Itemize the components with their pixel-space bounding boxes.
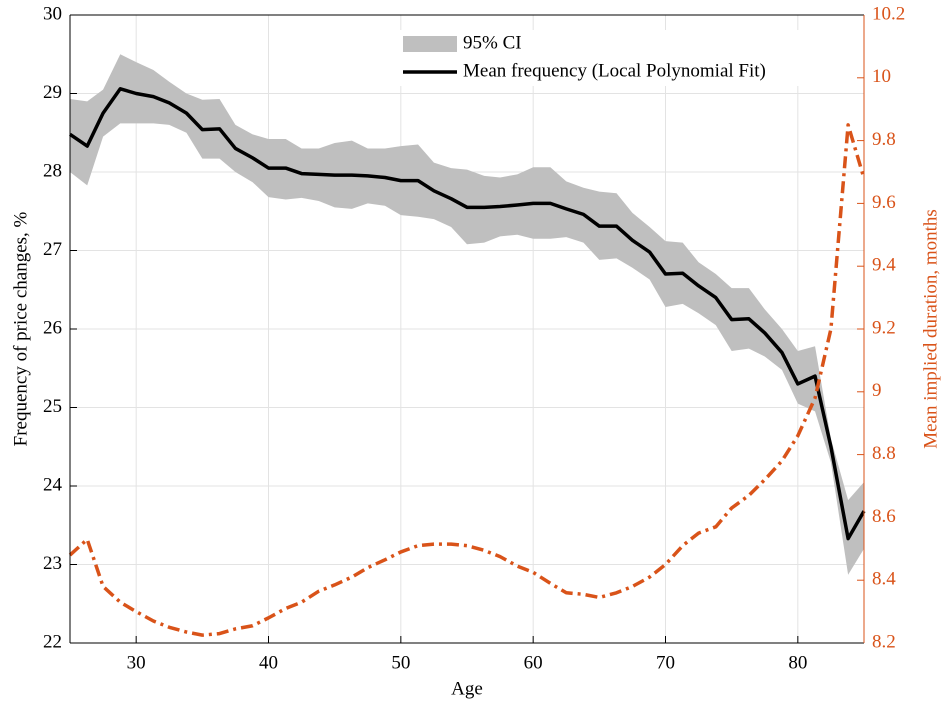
legend-box: [397, 30, 809, 86]
y2-tick-label: 10: [872, 66, 891, 87]
y-tick-label: 27: [43, 239, 62, 260]
y-tick-label: 25: [43, 396, 62, 417]
y-tick-label: 28: [43, 160, 62, 181]
y-tick-label: 24: [43, 474, 63, 495]
y2-tick-label: 9.2: [872, 317, 896, 338]
x-tick-label: 80: [788, 652, 807, 673]
y-tick-label: 26: [43, 317, 62, 338]
y2-tick-label: 8.4: [872, 569, 896, 590]
y2-tick-label: 9.8: [872, 129, 896, 150]
y-tick-label: 23: [43, 553, 62, 574]
y2-tick-label: 9.6: [872, 192, 896, 213]
legend-swatch: [403, 36, 457, 52]
x-axis-label: Age: [451, 678, 483, 699]
mean-line: [69, 87, 866, 541]
y2-tick-label: 10.2: [872, 3, 905, 24]
duration-line: [68, 123, 866, 637]
y2-tick-label: 8.6: [872, 506, 896, 527]
y-tick-label: 29: [43, 82, 62, 103]
x-tick-label: 50: [391, 652, 410, 673]
ci-band: [70, 54, 864, 575]
x-tick-label: 60: [524, 652, 543, 673]
y-tick-label: 22: [43, 631, 62, 652]
legend-label: 95% CI: [463, 32, 522, 53]
y2-tick-label: 9.4: [872, 255, 896, 276]
x-tick-label: 70: [656, 652, 675, 673]
y2-tick-label: 8.2: [872, 631, 896, 652]
y-axis-label: Frequency of price changes, %: [10, 211, 31, 446]
x-tick-label: 40: [259, 652, 278, 673]
x-tick-label: 30: [127, 652, 146, 673]
y2-axis-label: Mean implied duration, months: [920, 209, 941, 449]
legend-label: Mean frequency (Local Polynomial Fit): [463, 60, 766, 81]
y2-tick-label: 9: [872, 380, 882, 401]
y-tick-label: 30: [43, 3, 62, 24]
y2-tick-label: 8.8: [872, 443, 896, 464]
